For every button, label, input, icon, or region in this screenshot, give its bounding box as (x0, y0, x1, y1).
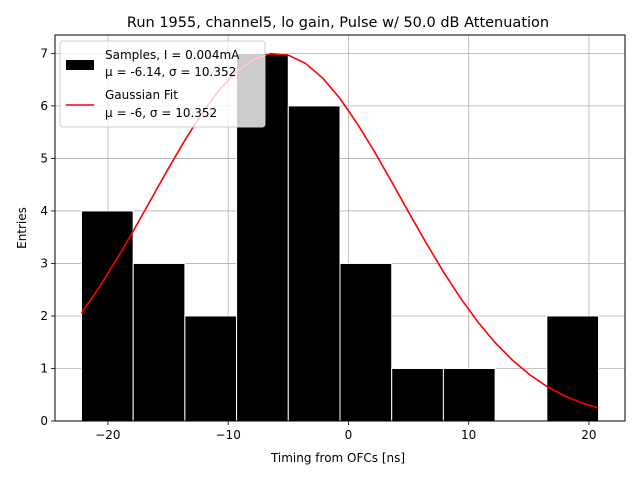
y-tick-label: 0 (40, 414, 48, 428)
y-tick-label: 3 (40, 256, 48, 270)
histogram-bar (184, 315, 238, 422)
x-axis-label: Timing from OFCs [ns] (270, 451, 405, 465)
y-tick-label: 6 (40, 99, 48, 113)
legend-samples-label: Samples, I = 0.004mA (105, 48, 240, 62)
y-axis-label: Entries (15, 207, 29, 249)
x-tick-label: 20 (581, 428, 596, 442)
gaussian-fit (80, 52, 599, 409)
legend-samples-stats: μ = -6.14, σ = 10.352 (105, 65, 236, 79)
gaussian-fit-line (80, 52, 599, 409)
legend-samples-swatch (66, 60, 94, 70)
legend-box (59, 40, 266, 128)
histogram-bar (80, 210, 134, 422)
x-tick-label: 10 (461, 428, 476, 442)
histogram-bar (287, 105, 341, 422)
legend-fit-label: Gaussian Fit (105, 88, 178, 102)
x-tick-label: −10 (216, 428, 241, 442)
plot-frame (54, 34, 626, 422)
histogram-bar (339, 262, 393, 422)
histogram-bar (132, 262, 186, 422)
chart-title: Run 1955, channel5, lo gain, Pulse w/ 50… (127, 15, 549, 31)
y-tick-label: 5 (40, 151, 48, 165)
legend-fit-stats: μ = -6, σ = 10.352 (105, 106, 217, 120)
y-tick-label: 7 (40, 46, 48, 60)
y-tick-label: 4 (40, 204, 48, 218)
y-tick-label: 1 (40, 361, 48, 375)
legend: Samples, I = 0.004mA μ = -6.14, σ = 10.3… (59, 40, 266, 128)
y-tick-label: 2 (40, 309, 48, 323)
histogram-bar (442, 367, 496, 422)
histogram-bar (391, 367, 444, 422)
histogram-bar (546, 315, 600, 422)
x-tick-label: 0 (345, 428, 353, 442)
x-axis-ticks: −20 −10 0 10 20 (95, 421, 597, 442)
x-tick-label: −20 (95, 428, 120, 442)
y-axis-ticks: 0 1 2 3 4 5 6 7 (40, 46, 55, 428)
